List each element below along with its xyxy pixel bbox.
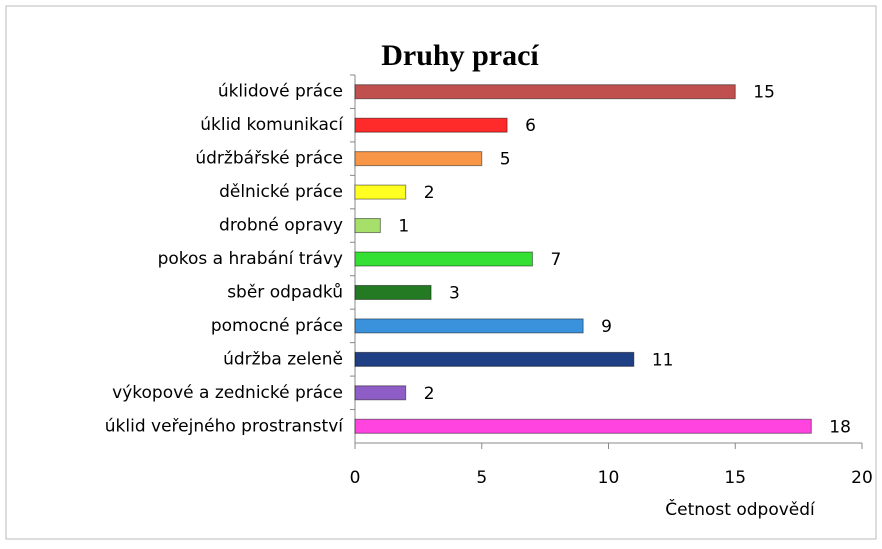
y-tick-label: úklid komunikací xyxy=(200,115,344,135)
chart-title: Druhy prací xyxy=(381,39,539,72)
y-tick-label: pomocné práce xyxy=(211,316,343,336)
y-tick-label: dělnické práce xyxy=(219,182,343,202)
data-label: 15 xyxy=(753,83,775,103)
bar xyxy=(354,251,533,267)
x-tick-label: 5 xyxy=(476,468,487,488)
y-tick-label: pokos a hrabání trávy xyxy=(158,249,343,269)
bar xyxy=(354,218,381,234)
data-label: 2 xyxy=(424,183,435,203)
bar xyxy=(354,117,508,133)
bar xyxy=(354,151,483,167)
bar xyxy=(354,351,635,367)
y-tick-label: údržba zeleně xyxy=(223,349,343,369)
bar xyxy=(354,184,407,200)
y-tick-label: výkopové a zednické práce xyxy=(112,383,343,403)
bar xyxy=(354,284,432,300)
bar xyxy=(354,418,812,434)
data-label: 11 xyxy=(652,350,674,370)
y-tick-label: drobné opravy xyxy=(219,216,343,236)
data-label: 18 xyxy=(829,417,851,437)
data-label: 5 xyxy=(500,150,511,170)
x-tick-label: 15 xyxy=(724,468,746,488)
data-label: 2 xyxy=(424,384,435,404)
data-label: 6 xyxy=(525,116,536,136)
bar xyxy=(354,84,736,100)
y-tick-label: údržbářské práce xyxy=(195,149,343,169)
bar xyxy=(354,385,407,401)
bar xyxy=(354,318,584,334)
x-tick-label: 10 xyxy=(598,468,620,488)
data-label: 7 xyxy=(550,250,561,270)
data-label: 1 xyxy=(398,217,409,237)
data-label: 3 xyxy=(449,283,460,303)
data-label: 9 xyxy=(601,317,612,337)
y-tick-label: sběr odpadků xyxy=(227,282,343,302)
y-tick-label: úklid veřejného prostranství xyxy=(105,416,344,436)
x-tick-label: 20 xyxy=(851,468,873,488)
x-tick-label: 0 xyxy=(350,468,361,488)
y-tick-label: úklidové práce xyxy=(218,82,343,102)
x-axis-title: Četnost odpovědí xyxy=(665,498,816,520)
